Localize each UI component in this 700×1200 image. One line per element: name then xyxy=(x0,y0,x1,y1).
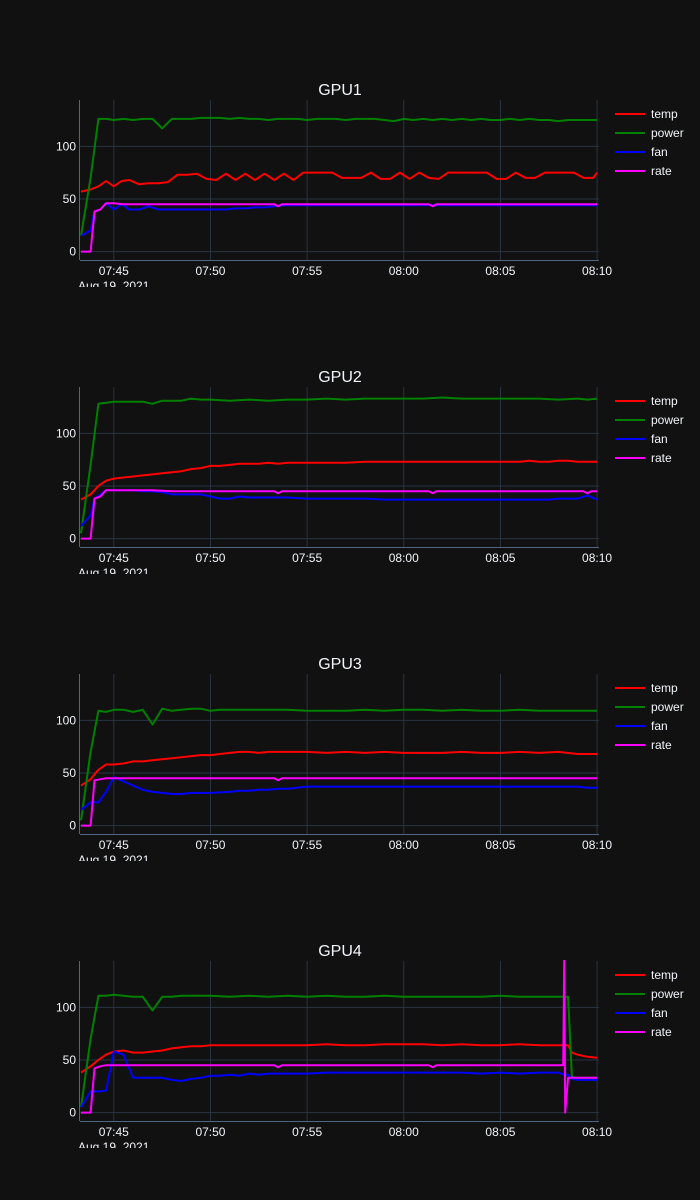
x-tick-label: 08:05 xyxy=(485,838,515,852)
series-line-fan[interactable] xyxy=(80,1050,598,1108)
legend-label-rate[interactable]: rate xyxy=(651,1025,672,1039)
x-tick-label: 07:50 xyxy=(195,838,225,852)
y-tick-label: 0 xyxy=(69,245,76,259)
x-tick-label: 08:10 xyxy=(582,551,612,565)
legend-label-temp[interactable]: temp xyxy=(651,681,678,695)
y-tick-label: 0 xyxy=(69,819,76,833)
series-line-temp[interactable] xyxy=(80,1043,598,1074)
legend-label-power[interactable]: power xyxy=(651,413,684,427)
series-line-fan[interactable] xyxy=(80,202,598,237)
chart-title: GPU4 xyxy=(318,943,362,960)
chart-title: GPU3 xyxy=(318,656,362,673)
x-tick-label: 07:45 xyxy=(99,551,129,565)
series-line-rate[interactable] xyxy=(81,202,598,253)
legend-label-fan[interactable]: fan xyxy=(651,145,668,159)
y-tick-label: 100 xyxy=(56,139,76,153)
series-line-power[interactable] xyxy=(80,707,598,821)
y-tick-label: 50 xyxy=(63,192,77,206)
series-line-power[interactable] xyxy=(80,396,598,534)
chart-title: GPU2 xyxy=(318,369,362,386)
series-line-rate[interactable] xyxy=(81,489,598,540)
series-line-fan[interactable] xyxy=(80,776,598,811)
chart-gpu1: GPU1 07:45 07:50 07:55 08:00 08:05 08:10 0 50 100… xyxy=(56,82,684,287)
y-tick-label: 100 xyxy=(56,1000,76,1014)
y-tick-label: 0 xyxy=(69,532,76,546)
series-line-temp[interactable] xyxy=(80,459,598,501)
legend-label-power[interactable]: power xyxy=(651,987,684,1001)
x-tick-label: 07:45 xyxy=(99,838,129,852)
x-tick-label: 08:10 xyxy=(582,264,612,278)
legend-label-rate[interactable]: rate xyxy=(651,451,672,465)
legend-label-rate[interactable]: rate xyxy=(651,164,672,178)
y-tick-label: 50 xyxy=(63,479,77,493)
legend-label-fan[interactable]: fan xyxy=(651,719,668,733)
x-tick-label: 08:00 xyxy=(389,838,419,852)
x-tick-label: 08:10 xyxy=(582,838,612,852)
x-date-label: Aug 19, 2021 xyxy=(78,566,150,574)
x-tick-label: 08:00 xyxy=(389,264,419,278)
legend-label-fan[interactable]: fan xyxy=(651,432,668,446)
x-tick-label: 08:05 xyxy=(485,1125,515,1139)
x-tick-label: 07:45 xyxy=(99,1125,129,1139)
y-tick-label: 50 xyxy=(63,766,77,780)
chart-gpu4: GPU4 07:45 07:50 07:55 08:00 08:05 08:10 0 50 100… xyxy=(56,943,684,1148)
x-tick-label: 07:55 xyxy=(292,1125,322,1139)
chart-panel-gpu2: GPU2 07:45 07:50 07:55 08:00 08:05 08:10 0 50 100… xyxy=(0,287,700,574)
series-group xyxy=(80,959,598,1114)
series-line-fan[interactable] xyxy=(80,489,598,527)
series-group xyxy=(80,396,598,540)
chart-title: GPU1 xyxy=(318,82,362,99)
series-line-rate[interactable] xyxy=(81,959,598,1114)
y-tick-label: 0 xyxy=(69,1106,76,1120)
x-tick-label: 07:45 xyxy=(99,264,129,278)
x-tick-label: 07:50 xyxy=(195,1125,225,1139)
x-tick-label: 07:50 xyxy=(195,551,225,565)
x-tick-label: 07:55 xyxy=(292,264,322,278)
chart-panel-gpu3: GPU3 07:45 07:50 07:55 08:00 08:05 08:10 0 50 100… xyxy=(0,574,700,861)
y-tick-label: 100 xyxy=(56,713,76,727)
series-group xyxy=(80,116,598,253)
series-line-rate[interactable] xyxy=(81,777,598,827)
x-tick-label: 08:00 xyxy=(389,1125,419,1139)
chart-gpu3: GPU3 07:45 07:50 07:55 08:00 08:05 08:10 0 50 100… xyxy=(56,656,684,861)
x-date-label: Aug 19, 2021 xyxy=(78,279,150,287)
chart-gpu2: GPU2 07:45 07:50 07:55 08:00 08:05 08:10 0 50 100… xyxy=(56,369,684,574)
x-tick-label: 08:05 xyxy=(485,551,515,565)
legend-label-power[interactable]: power xyxy=(651,700,684,714)
legend-label-temp[interactable]: temp xyxy=(651,394,678,408)
legend-label-temp[interactable]: temp xyxy=(651,968,678,982)
series-line-temp[interactable] xyxy=(80,750,598,787)
y-tick-label: 50 xyxy=(63,1053,77,1067)
series-line-power[interactable] xyxy=(80,993,598,1108)
series-line-temp[interactable] xyxy=(80,171,598,193)
legend-label-temp[interactable]: temp xyxy=(651,107,678,121)
x-date-label: Aug 19, 2021 xyxy=(78,853,150,861)
series-group xyxy=(80,707,598,827)
chart-panel-gpu1: GPU1 07:45 07:50 07:55 08:00 08:05 08:10 0 50 100… xyxy=(0,0,700,287)
legend-label-power[interactable]: power xyxy=(651,126,684,140)
x-tick-label: 08:00 xyxy=(389,551,419,565)
x-date-label: Aug 19, 2021 xyxy=(78,1140,150,1148)
x-tick-label: 07:55 xyxy=(292,551,322,565)
legend-label-rate[interactable]: rate xyxy=(651,738,672,752)
x-tick-label: 08:10 xyxy=(582,1125,612,1139)
y-tick-label: 100 xyxy=(56,426,76,440)
series-line-power[interactable] xyxy=(80,116,598,236)
x-tick-label: 07:55 xyxy=(292,838,322,852)
legend-label-fan[interactable]: fan xyxy=(651,1006,668,1020)
chart-panel-gpu4: GPU4 07:45 07:50 07:55 08:00 08:05 08:10 0 50 100… xyxy=(0,861,700,1148)
x-tick-label: 08:05 xyxy=(485,264,515,278)
x-tick-label: 07:50 xyxy=(195,264,225,278)
